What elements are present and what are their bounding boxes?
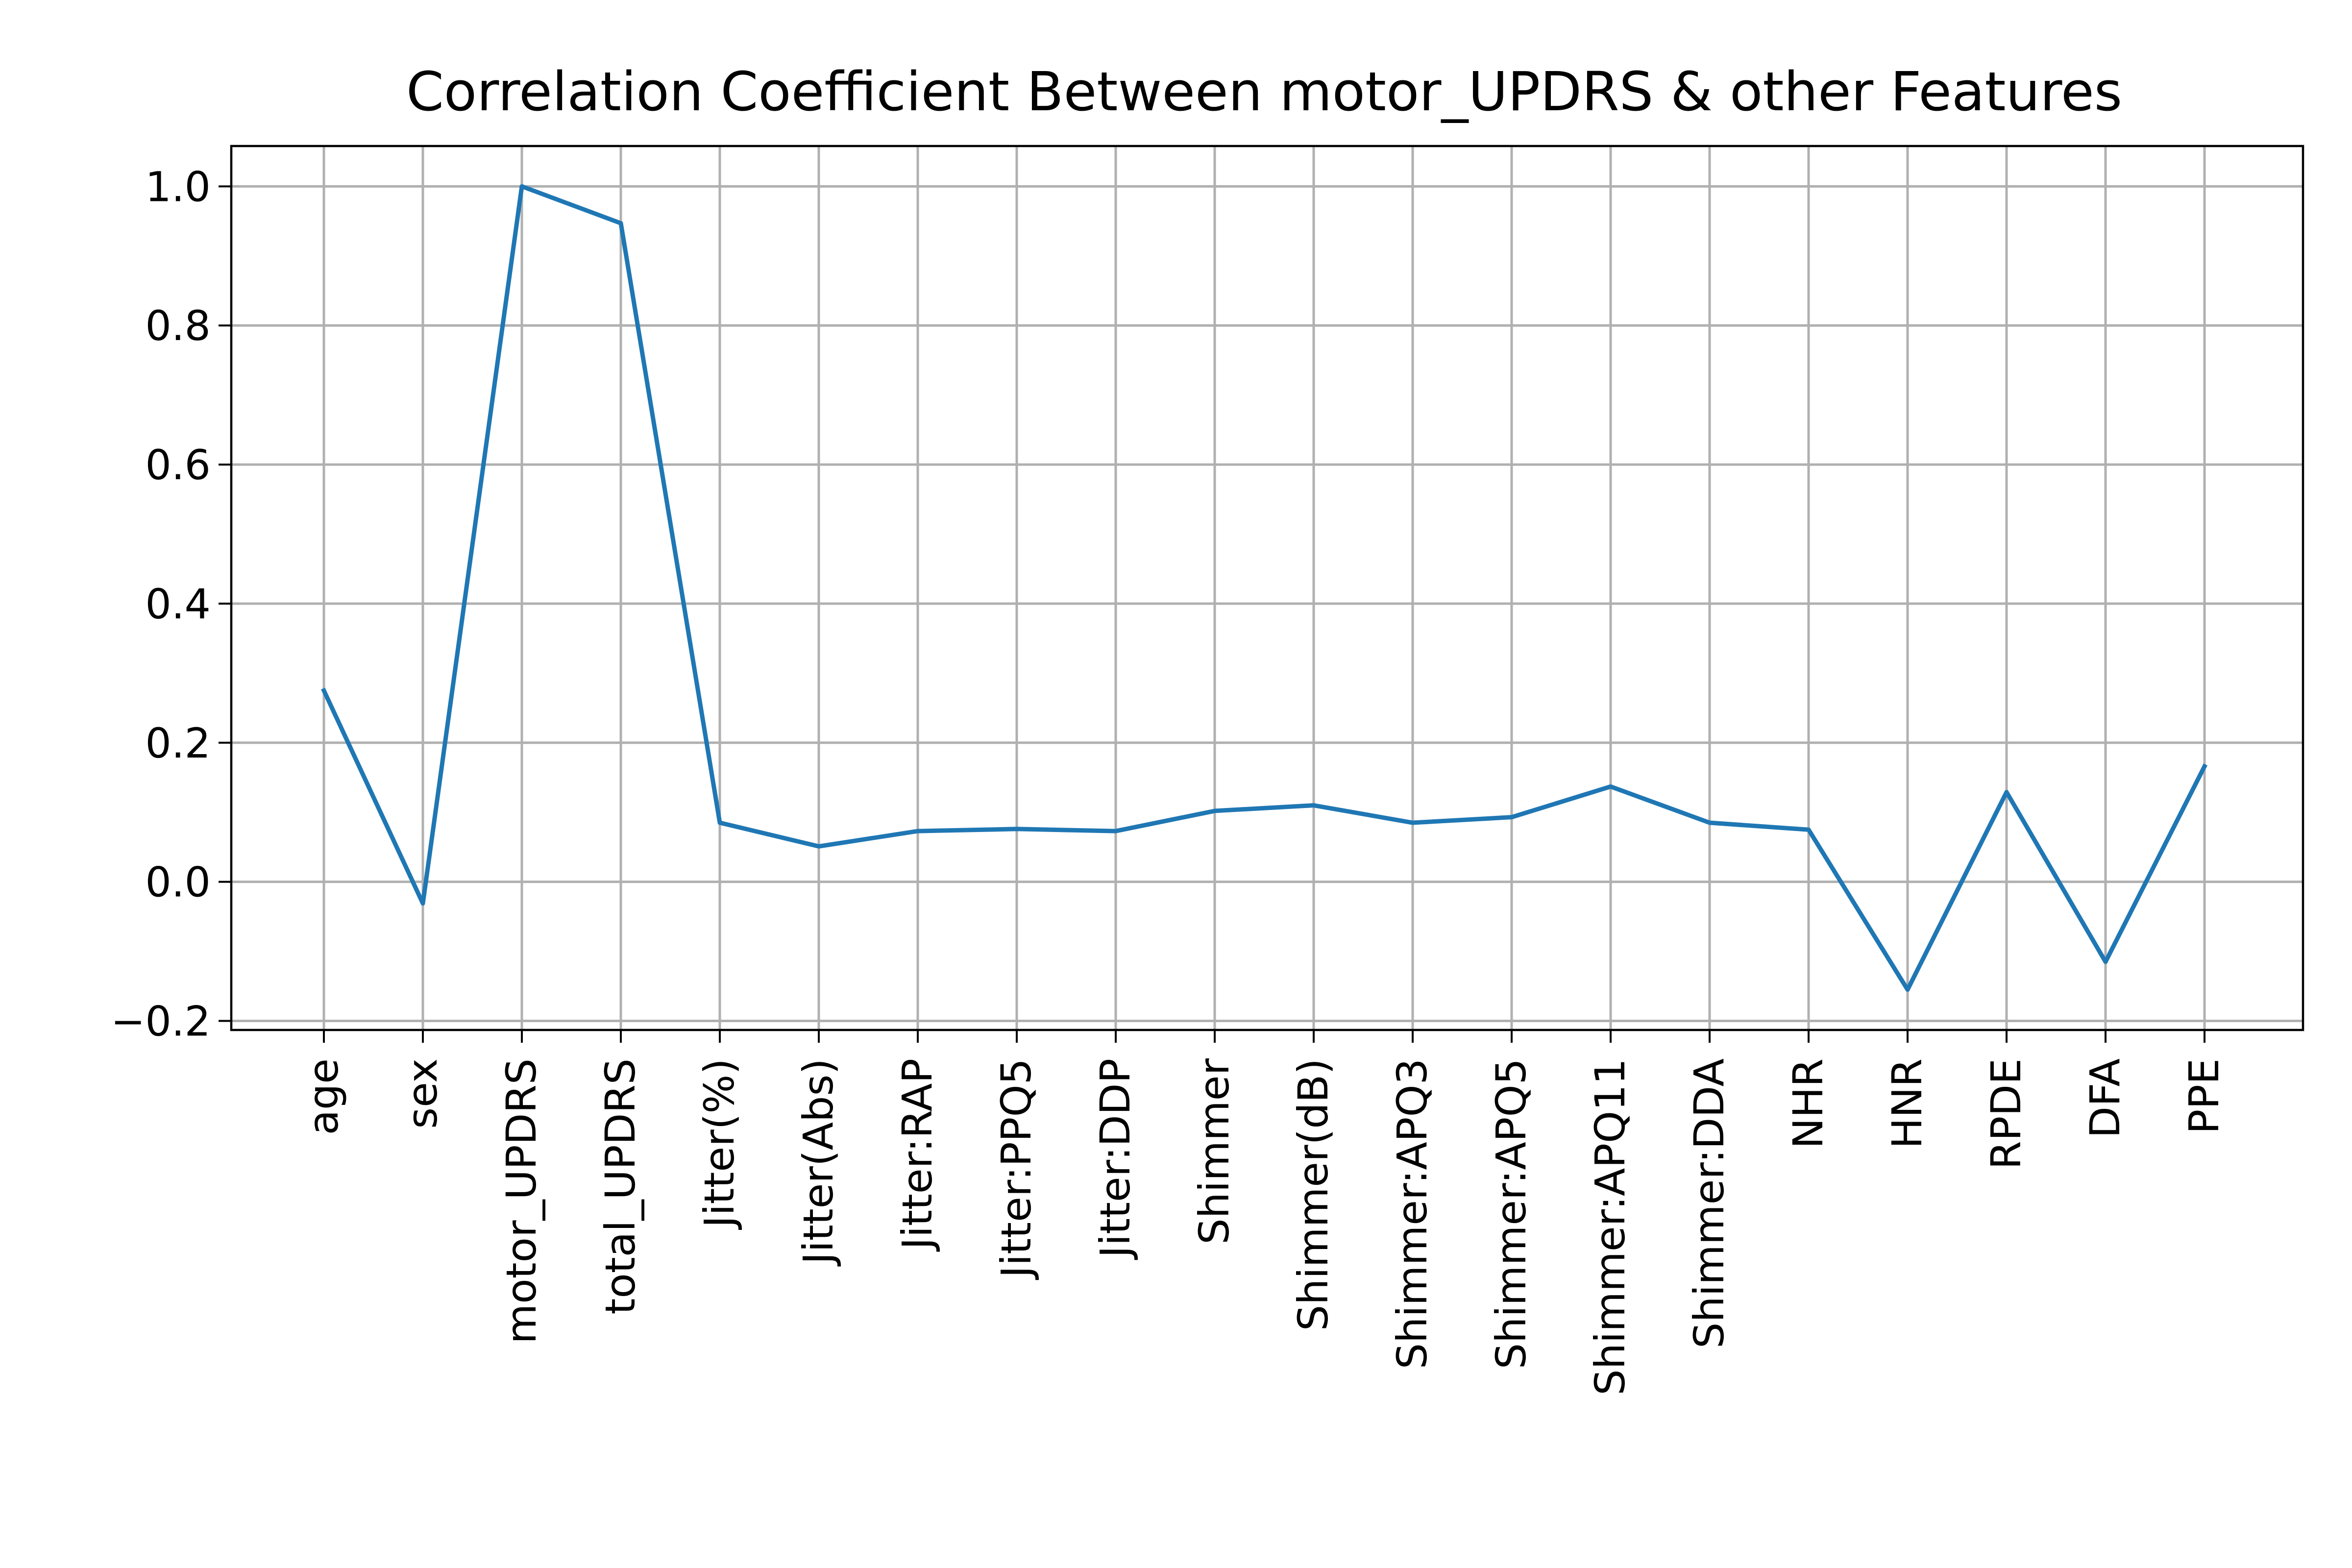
chart-title: Correlation Coefficient Between motor_UP… xyxy=(406,60,2122,123)
x-tick-label: NHR xyxy=(1784,1058,1832,1149)
data-point-shimmer-apq11 xyxy=(1609,784,1613,789)
data-point-age xyxy=(322,688,326,693)
x-tick-label: total_UPDRS xyxy=(596,1058,644,1315)
data-point-jitter-rap xyxy=(916,829,920,833)
y-tick-label: 0.8 xyxy=(145,302,211,350)
data-point-hnr xyxy=(1906,987,1910,992)
data-point-jitter-ddp xyxy=(1114,829,1118,833)
data-point-sex xyxy=(421,901,425,906)
data-point-motor-updrs xyxy=(520,184,524,189)
data-point-shimmer-dda xyxy=(1708,821,1712,825)
y-tick-label: 0.0 xyxy=(145,858,211,906)
y-tick-label: −0.2 xyxy=(111,998,211,1046)
x-tick-label: motor_UPDRS xyxy=(497,1058,545,1344)
x-tick-label: Jitter(%) xyxy=(695,1058,743,1230)
x-axis: age sex motor_UPDRS total_UPDRS Jitter(%) Jit… xyxy=(299,1030,2228,1396)
data-point-shimmer-apq5 xyxy=(1510,815,1514,819)
x-tick-label: Jitter:PPQ5 xyxy=(992,1058,1040,1280)
y-axis: 1.0 0.8 0.6 0.4 0.2 0.0 −0.2 xyxy=(111,163,231,1046)
x-tick-label: Shimmer(dB) xyxy=(1289,1058,1337,1331)
x-tick-label: sex xyxy=(398,1058,446,1129)
y-tick-label: 1.0 xyxy=(145,163,211,211)
data-point-shimmer xyxy=(1213,808,1217,813)
data-point-jitter-ppq5 xyxy=(1015,827,1019,831)
x-tick-label: Shimmer xyxy=(1190,1058,1238,1245)
x-tick-label: HNR xyxy=(1883,1058,1931,1149)
data-point-jitter xyxy=(718,821,722,825)
data-point-shimmer-apq3 xyxy=(1411,821,1415,825)
data-point-dfa xyxy=(2104,959,2107,964)
data-point-rpde xyxy=(2005,790,2009,794)
x-tick-label: Jitter:RAP xyxy=(893,1058,941,1252)
data-point-shimmer-db xyxy=(1312,803,1316,808)
data-point-ppe xyxy=(2203,764,2206,769)
grid xyxy=(231,146,2303,1030)
series-line xyxy=(321,184,2208,992)
y-tick-label: 0.2 xyxy=(145,719,211,767)
x-tick-label: Shimmer:APQ3 xyxy=(1388,1058,1436,1369)
plot-frame xyxy=(230,145,2304,1031)
series-layer xyxy=(321,184,2208,992)
x-tick-label: RPDE xyxy=(1982,1058,2030,1170)
data-point-nhr xyxy=(1807,828,1811,832)
x-tick-label: Shimmer:APQ11 xyxy=(1586,1058,1634,1396)
x-tick-label: Jitter(Abs) xyxy=(794,1058,842,1267)
y-tick-label: 0.6 xyxy=(145,441,211,489)
x-tick-label: Jitter:DDP xyxy=(1091,1058,1139,1260)
x-tick-label: Shimmer:DDA xyxy=(1685,1058,1733,1348)
x-tick-label: DFA xyxy=(2081,1058,2129,1138)
x-tick-label: PPE xyxy=(2180,1058,2228,1134)
y-tick-label: 0.4 xyxy=(145,580,211,628)
data-point-total-updrs xyxy=(619,221,623,225)
x-tick-label: Shimmer:APQ5 xyxy=(1487,1058,1535,1369)
x-tick-label: age xyxy=(299,1058,347,1135)
data-point-jitter-abs xyxy=(817,844,821,849)
